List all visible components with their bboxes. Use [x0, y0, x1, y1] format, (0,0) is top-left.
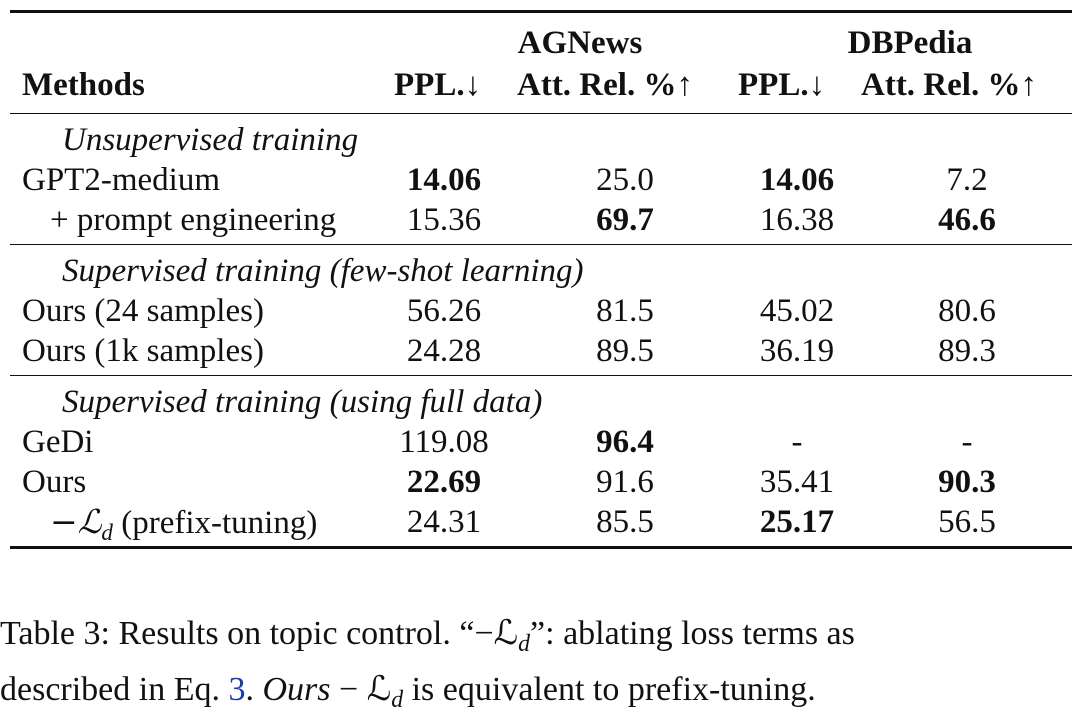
column-header-agnews-ppl: PPL.↓ — [394, 67, 482, 103]
agnews-attrel-cell: 85.5 — [596, 504, 654, 540]
dbpedia-attrel-cell: 80.6 — [938, 293, 996, 329]
section-title: Unsupervised training — [62, 122, 359, 158]
section-title: Supervised training (few-shot learning) — [62, 253, 584, 289]
column-header-agnews-attrel: Att. Rel. %↑ — [517, 67, 693, 103]
method-cell: Ours (1k samples) — [22, 333, 264, 369]
agnews-ppl-cell: 14.06 — [406, 162, 482, 198]
agnews-ppl-cell: 56.26 — [406, 293, 482, 329]
group-header-agnews: AGNews — [517, 25, 643, 61]
table-top-rule — [10, 10, 1072, 13]
table-bottom-rule — [10, 546, 1072, 549]
agnews-attrel-cell: 96.4 — [596, 424, 654, 460]
dbpedia-ppl-cell: 16.38 — [759, 202, 835, 238]
caption-text: Table 3: Results on topic control. “−ℒ — [0, 615, 519, 652]
agnews-attrel-cell: 91.6 — [596, 464, 654, 500]
column-header-dbpedia-attrel: Att. Rel. %↑ — [861, 67, 1037, 103]
dbpedia-attrel-cell: 56.5 — [938, 504, 996, 540]
table-row: Ours 22.69 91.6 35.41 90.3 — [10, 462, 1072, 502]
agnews-attrel-cell: 89.5 — [596, 333, 654, 369]
method-cell: −ℒd (prefix-tuning) — [50, 502, 317, 552]
table-row: GPT2-medium 14.06 25.0 14.06 7.2 — [10, 160, 1072, 200]
dbpedia-ppl-cell: - — [791, 424, 803, 460]
dbpedia-ppl-cell: 36.19 — [759, 333, 835, 369]
column-header-methods: Methods — [22, 67, 145, 103]
method-cell: + prompt engineering — [50, 202, 337, 238]
section-title: Supervised training (using full data) — [62, 384, 543, 420]
ablation-symbol: −ℒ — [50, 502, 102, 541]
agnews-ppl-cell: 119.08 — [399, 424, 489, 460]
dbpedia-ppl-cell: 14.06 — [759, 162, 835, 198]
dbpedia-ppl-cell: 35.41 — [759, 464, 835, 500]
dbpedia-attrel-cell: 46.6 — [938, 202, 996, 238]
method-cell: GeDi — [22, 424, 94, 460]
caption-line-1: Table 3: Results on topic control. “−ℒd”… — [0, 611, 1080, 667]
table-caption: Table 3: Results on topic control. “−ℒd”… — [0, 611, 1080, 723]
table-row: GeDi 119.08 96.4 - - — [10, 422, 1072, 462]
caption-text: described in Eq. — [0, 671, 229, 709]
section-rule — [10, 244, 1072, 245]
table-row: Ours (24 samples) 56.26 81.5 45.02 80.6 — [10, 291, 1072, 331]
table-row: −ℒd (prefix-tuning) 24.31 85.5 25.17 56.… — [10, 502, 1072, 545]
dbpedia-ppl-cell: 25.17 — [759, 504, 835, 540]
agnews-ppl-cell: 15.36 — [406, 202, 482, 238]
equation-reference-link[interactable]: 3 — [228, 671, 246, 709]
dbpedia-attrel-cell: 90.3 — [938, 464, 996, 500]
results-table: AGNews DBPedia Methods PPL.↓ Att. Rel. %… — [10, 10, 1072, 549]
section-rule — [10, 375, 1072, 376]
column-header-row: Methods PPL.↓ Att. Rel. %↑ PPL.↓ Att. Re… — [10, 65, 1072, 113]
group-header-row: AGNews DBPedia — [10, 23, 1072, 65]
agnews-attrel-cell: 69.7 — [596, 202, 654, 238]
caption-math: Ours — [262, 671, 331, 709]
section-title-row: Unsupervised training — [10, 120, 1072, 160]
agnews-ppl-cell: 24.28 — [406, 333, 482, 369]
caption-text: is equivalent to prefix-tuning. — [403, 671, 816, 709]
dbpedia-attrel-cell: - — [961, 424, 973, 460]
header-rule — [10, 113, 1072, 114]
caption-subscript: d — [391, 687, 404, 714]
caption-math: − ℒ — [330, 671, 392, 709]
method-cell: Ours (24 samples) — [22, 293, 264, 329]
column-header-dbpedia-ppl: PPL.↓ — [738, 67, 826, 103]
group-header-dbpedia: DBPedia — [847, 25, 973, 61]
agnews-ppl-cell: 24.31 — [406, 504, 482, 540]
table-row: + prompt engineering 15.36 69.7 16.38 46… — [10, 200, 1072, 240]
agnews-attrel-cell: 25.0 — [596, 162, 654, 198]
dbpedia-attrel-cell: 89.3 — [938, 333, 996, 369]
dbpedia-attrel-cell: 7.2 — [946, 162, 988, 198]
agnews-ppl-cell: 22.69 — [406, 464, 482, 500]
caption-line-2: described in Eq. 3. Ours − ℒd is equival… — [0, 667, 1080, 723]
caption-text: . — [245, 671, 263, 709]
caption-text: ”: ablating loss terms as — [530, 615, 855, 652]
section-title-row: Supervised training (using full data) — [10, 382, 1072, 422]
caption-subscript: d — [518, 631, 531, 658]
method-cell: Ours — [22, 464, 87, 500]
method-cell: GPT2-medium — [22, 162, 220, 198]
ablation-suffix: (prefix-tuning) — [112, 505, 318, 541]
section-title-row: Supervised training (few-shot learning) — [10, 251, 1072, 291]
dbpedia-ppl-cell: 45.02 — [759, 293, 835, 329]
table-row: Ours (1k samples) 24.28 89.5 36.19 89.3 — [10, 331, 1072, 371]
ablation-subscript: d — [101, 518, 113, 545]
agnews-attrel-cell: 81.5 — [596, 293, 654, 329]
